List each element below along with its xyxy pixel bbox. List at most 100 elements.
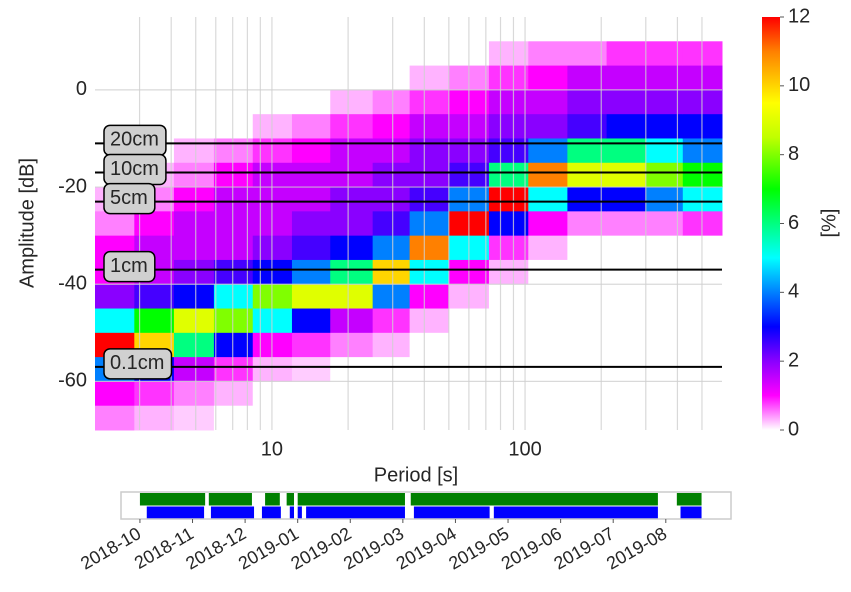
heatmap-cell [488,259,529,285]
heatmap-cell [528,405,568,431]
heatmap-cell [682,308,723,334]
heatmap-cell [291,381,331,407]
heatmap-cell [173,89,215,115]
heatmap-cell [173,284,215,310]
heatmap-cell [291,17,331,42]
heatmap-cell [682,357,723,382]
heatmap-cell [330,259,374,285]
heatmap-cell [682,17,723,42]
heatmap-cell [252,381,293,407]
heatmap-cell [330,41,374,67]
heatmap-cell [682,41,723,67]
heatmap-cell [682,405,723,431]
heatmap-cell [134,405,175,431]
heatmap-cell [213,65,254,91]
heatmap-cell [372,114,411,139]
heatmap-cell [606,308,647,334]
heatmap-cell [173,381,215,407]
coverage-bar [265,493,280,506]
heatmap-cell [330,162,374,188]
heatmap-cell [488,332,529,358]
heatmap-cell [409,308,450,334]
heatmap-cell [372,405,411,431]
heatmap-cell [252,332,293,358]
heatmap-cell [173,235,215,261]
heatmap-cell [528,235,568,261]
heatmap-cell [372,308,411,334]
heatmap-cell [682,259,723,285]
heatmap-cell [330,284,374,310]
heatmap-cell [173,187,215,212]
heatmap-cell [95,381,135,407]
heatmap-cell [409,357,450,382]
heatmap-cell [488,381,529,407]
colorbar [762,17,780,430]
annotation-box [103,182,156,215]
heatmap-cell [134,284,175,310]
heatmap-cell [488,235,529,261]
heatmap-cell [252,114,293,139]
heatmap-cell [134,308,175,334]
coverage-bar [297,506,302,519]
heatmap-cell [291,357,331,382]
y-tick-label: -40 [58,273,87,295]
heatmap-cell [213,114,254,139]
heatmap-cell [409,162,450,188]
heatmap-cell [409,235,450,261]
heatmap-cell [291,308,331,334]
annotation-label: 5cm [110,187,148,209]
heatmap-cell [606,138,647,164]
timeline-tick-label: 2018-10 [77,523,144,573]
heatmap-cell [409,17,450,42]
heatmap-cell [488,17,529,42]
heatmap-cell [95,65,135,91]
colorbar-tick-label: 10 [788,74,810,96]
heatmap-cell [567,235,608,261]
heatmap-cell [409,332,450,358]
heatmap-cell [134,65,175,91]
heatmap-cell [606,41,647,67]
heatmap-cell [606,284,647,310]
heatmap-cell [252,65,293,91]
heatmap-cell [528,187,568,212]
coverage-bar [410,493,658,506]
heatmap-cell [606,259,647,285]
heatmap-cell [528,332,568,358]
colorbar-tick-label: 0 [788,418,799,440]
heatmap-cell [567,114,608,139]
heatmap-cell [488,41,529,67]
heatmap-cell [173,41,215,67]
heatmap-cell [134,381,175,407]
heatmap-cell [372,138,411,164]
heatmap-cell [134,17,175,42]
heatmap-cell [488,114,529,139]
heatmap-cell [252,211,293,237]
x-tick-label: 100 [508,438,541,460]
heatmap-cell [291,405,331,431]
heatmap-cell [409,259,450,285]
heatmap-cell [606,114,647,139]
heatmap-cell [372,17,411,42]
heatmap-cell [213,187,254,212]
heatmap-cell [252,162,293,188]
heatmap-cell [409,41,450,67]
coverage-bar [680,506,702,519]
heatmap-cell [606,187,647,212]
y-tick-label: -20 [58,175,87,197]
heatmap-cell [372,332,411,358]
heatmap-cell [330,114,374,139]
heatmap-cell [134,89,175,115]
coverage-bar [493,506,658,519]
heatmap-cell [528,162,568,188]
colorbar-tick-label: 8 [788,143,799,165]
heatmap-cell [330,138,374,164]
y-tick-label: 0 [76,78,87,100]
heatmap-cell [567,259,608,285]
heatmap-cell [213,284,254,310]
heatmap-cell [252,89,293,115]
heatmap-cell [409,138,450,164]
heatmap-cell [213,211,254,237]
heatmap-cell [213,17,254,42]
heatmap-cell [528,138,568,164]
heatmap-cell [606,405,647,431]
